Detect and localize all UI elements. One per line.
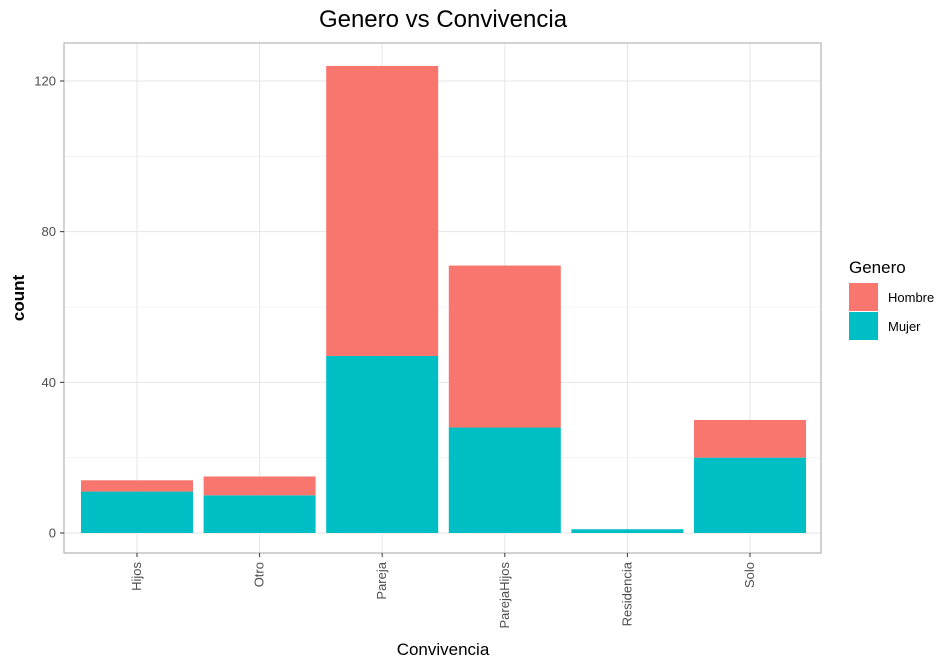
chart-title: Genero vs Convivencia (319, 6, 568, 33)
y-tick-label: 0 (49, 526, 56, 541)
x-axis-title: Convivencia (397, 640, 490, 659)
x-tick-label: Solo (742, 562, 757, 588)
x-tick-label: Otro (252, 562, 267, 587)
x-tick-label: Hijos (129, 562, 144, 591)
bar-hombre-hijos (81, 480, 193, 492)
bar-mujer-hijos (81, 491, 193, 533)
y-axis-ticks: 0 40 80 120 (34, 74, 64, 541)
bar-mujer-pareja (326, 355, 439, 533)
bars (81, 65, 806, 533)
bar-hombre-otro (203, 476, 316, 496)
y-axis-title: count (9, 275, 28, 322)
bar-hombre-parejahijos (448, 265, 561, 428)
bar-hombre-solo (694, 420, 806, 458)
bar-mujer-parejahijos (448, 427, 561, 533)
legend-key-mujer (849, 312, 878, 340)
y-tick-label: 120 (34, 74, 56, 89)
legend-title: Genero (849, 258, 906, 277)
bar-hombre-pareja (326, 65, 439, 356)
bar-mujer-residencia (571, 529, 684, 533)
x-tick-label: Residencia (619, 561, 634, 626)
legend-entries: Hombre Mujer (849, 283, 934, 340)
x-tick-label: Pareja (374, 561, 389, 599)
legend-label-hombre: Hombre (888, 290, 934, 305)
x-tick-label: ParejaHijos (497, 562, 512, 629)
legend-key-hombre (849, 283, 878, 311)
bar-mujer-otro (203, 495, 316, 533)
y-tick-label: 80 (42, 224, 56, 239)
x-axis-ticks: Hijos Otro Pareja ParejaHijos Residencia Solo (129, 553, 757, 628)
legend: Genero Hombre Mujer (849, 258, 934, 340)
legend-label-mujer: Mujer (888, 319, 921, 334)
bar-mujer-solo (694, 457, 806, 533)
panel-border (63, 42, 822, 554)
y-tick-label: 40 (42, 375, 56, 390)
